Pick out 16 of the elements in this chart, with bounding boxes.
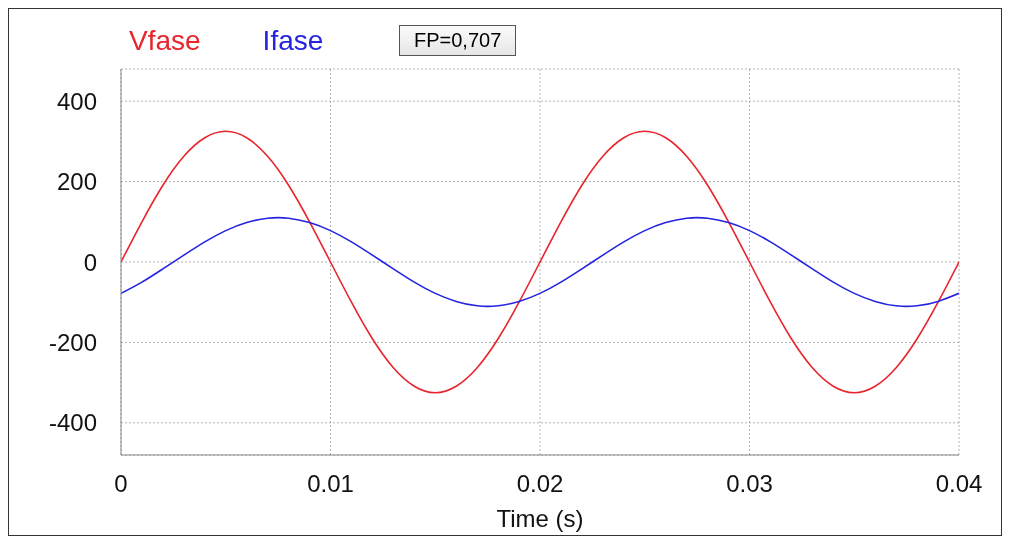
y-tick-label: 200 (56, 168, 97, 196)
line-series (121, 216, 959, 308)
x-axis-title: Time (s) (496, 505, 584, 532)
x-tick-label: 0.01 (307, 470, 354, 498)
line-series (121, 130, 959, 394)
y-tick-label: -400 (48, 409, 97, 437)
text: Ifase (262, 25, 324, 57)
y-tick-label: 0 (83, 248, 97, 276)
y-tick-label: 400 (56, 87, 97, 115)
x-tick-label: 0.03 (726, 470, 773, 498)
x-tick-label: 0.04 (935, 470, 983, 498)
x-tick-label: 0.02 (516, 470, 564, 498)
x-tick-label: 0 (114, 470, 128, 498)
y-tick-label: -200 (48, 328, 97, 356)
text: FP=0,707 (399, 25, 517, 56)
text: Vfase (129, 25, 201, 57)
